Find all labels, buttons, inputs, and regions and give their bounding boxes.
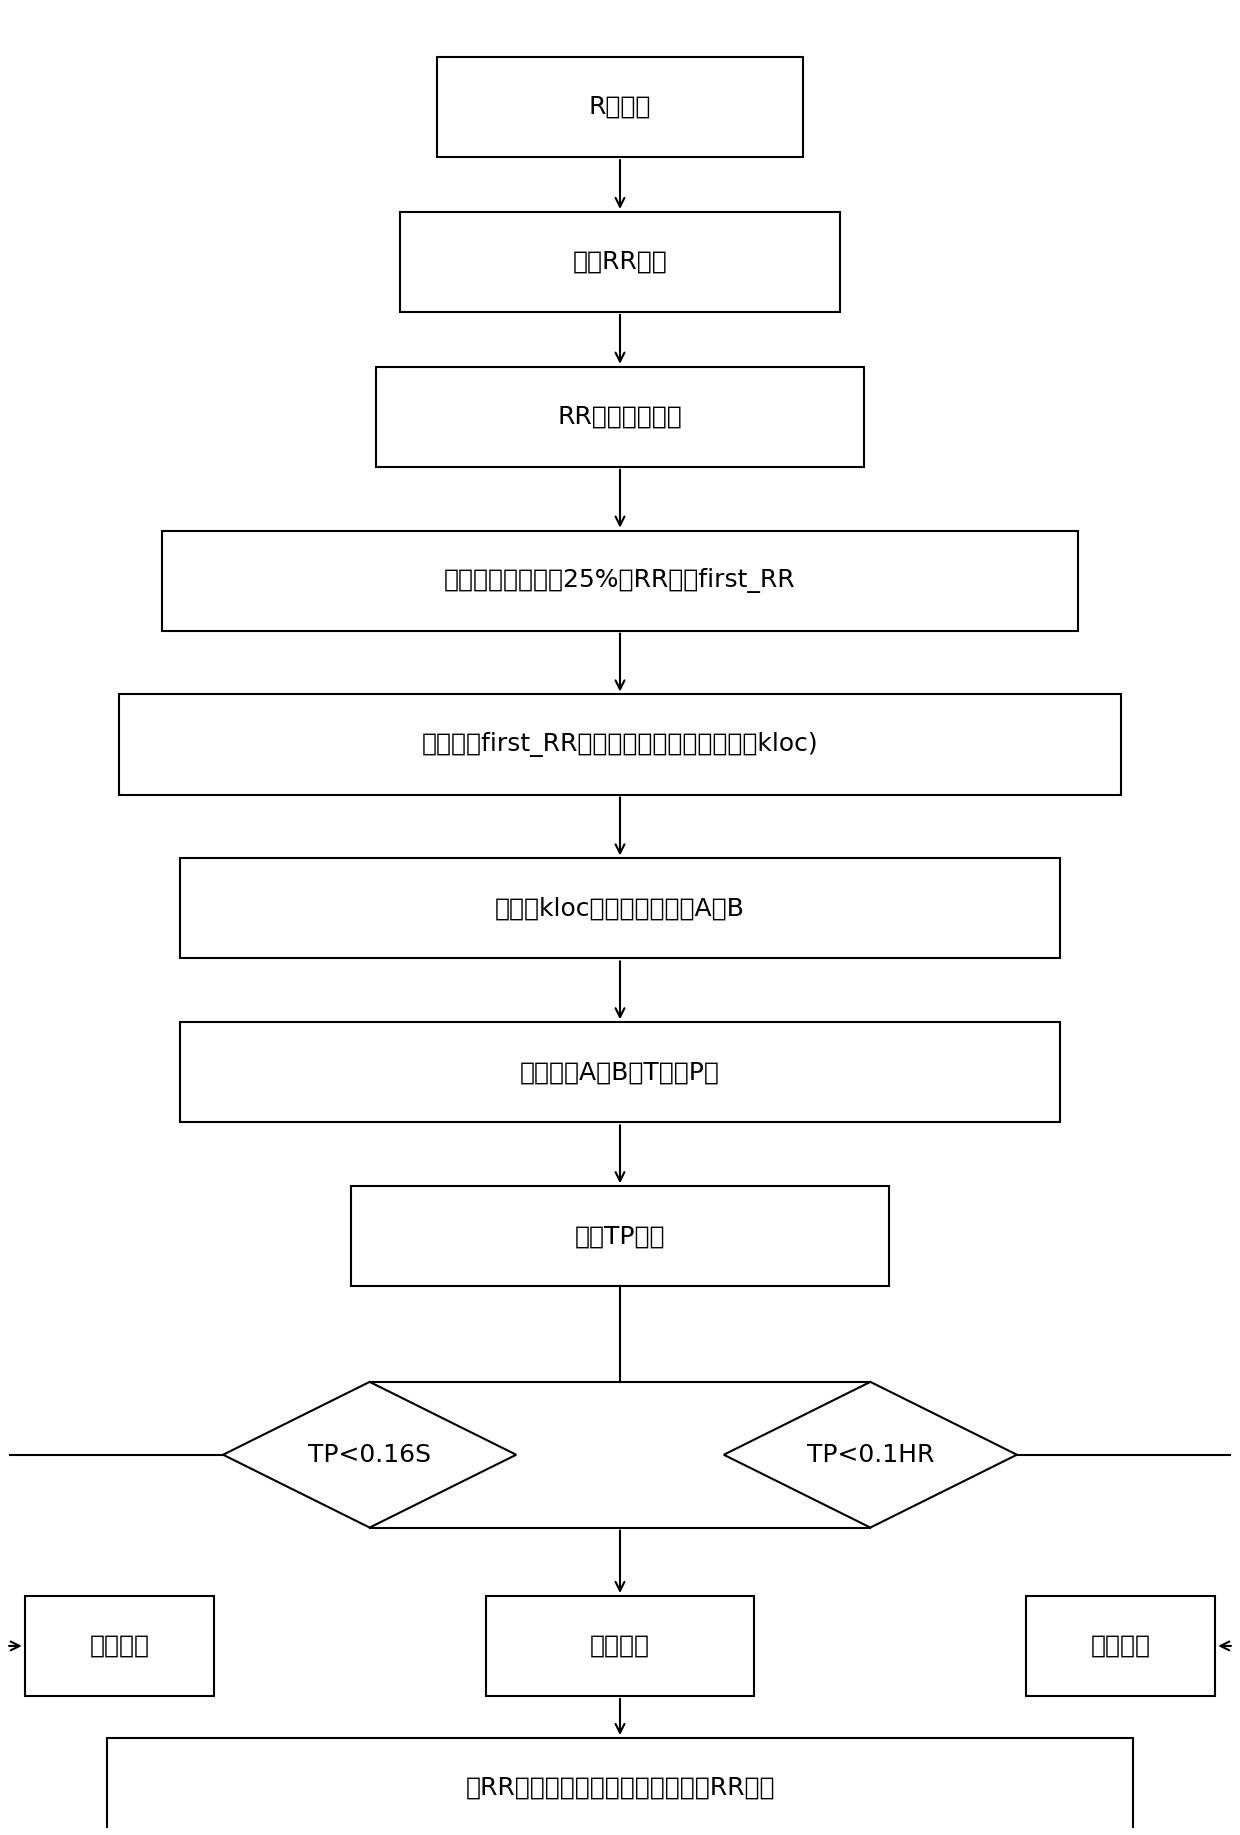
FancyBboxPatch shape <box>351 1185 889 1286</box>
FancyBboxPatch shape <box>162 530 1078 631</box>
FancyBboxPatch shape <box>401 211 839 312</box>
FancyBboxPatch shape <box>107 1738 1133 1835</box>
Text: 找到第一个增幅超25%的RR间期first_RR: 找到第一个增幅超25%的RR间期first_RR <box>444 569 796 593</box>
FancyBboxPatch shape <box>436 57 804 158</box>
Text: R波提取: R波提取 <box>589 95 651 119</box>
Text: 计算TP间距: 计算TP间距 <box>575 1224 665 1248</box>
FancyBboxPatch shape <box>1025 1596 1215 1696</box>
Polygon shape <box>223 1382 516 1527</box>
Text: 正常心跳: 正常心跳 <box>1091 1633 1151 1659</box>
Text: 找到与kloc紧邻的两个心拍A和B: 找到与kloc紧邻的两个心拍A和B <box>495 895 745 921</box>
Text: 正常心跳: 正常心跳 <box>89 1633 149 1659</box>
Text: TP<0.16S: TP<0.16S <box>308 1442 432 1466</box>
Polygon shape <box>724 1382 1017 1527</box>
Text: TP<0.1HR: TP<0.1HR <box>807 1442 934 1466</box>
Text: 用RR间期平均值替换异位心跳所在RR间期: 用RR间期平均值替换异位心跳所在RR间期 <box>465 1776 775 1800</box>
FancyBboxPatch shape <box>180 1022 1060 1123</box>
Text: 计算RR间期: 计算RR间期 <box>573 250 667 273</box>
FancyBboxPatch shape <box>180 859 1060 958</box>
FancyBboxPatch shape <box>25 1596 215 1696</box>
FancyBboxPatch shape <box>486 1596 754 1696</box>
Text: 提取心拍A、B间T波和P波: 提取心拍A、B间T波和P波 <box>520 1061 720 1084</box>
FancyBboxPatch shape <box>119 694 1121 795</box>
FancyBboxPatch shape <box>376 367 864 466</box>
Text: 异位心跳: 异位心跳 <box>590 1633 650 1659</box>
Text: 找到小于first_RR的间期在原序列中的位置（kloc): 找到小于first_RR的间期在原序列中的位置（kloc) <box>422 732 818 758</box>
Text: RR间期递增排序: RR间期递增排序 <box>558 406 682 429</box>
